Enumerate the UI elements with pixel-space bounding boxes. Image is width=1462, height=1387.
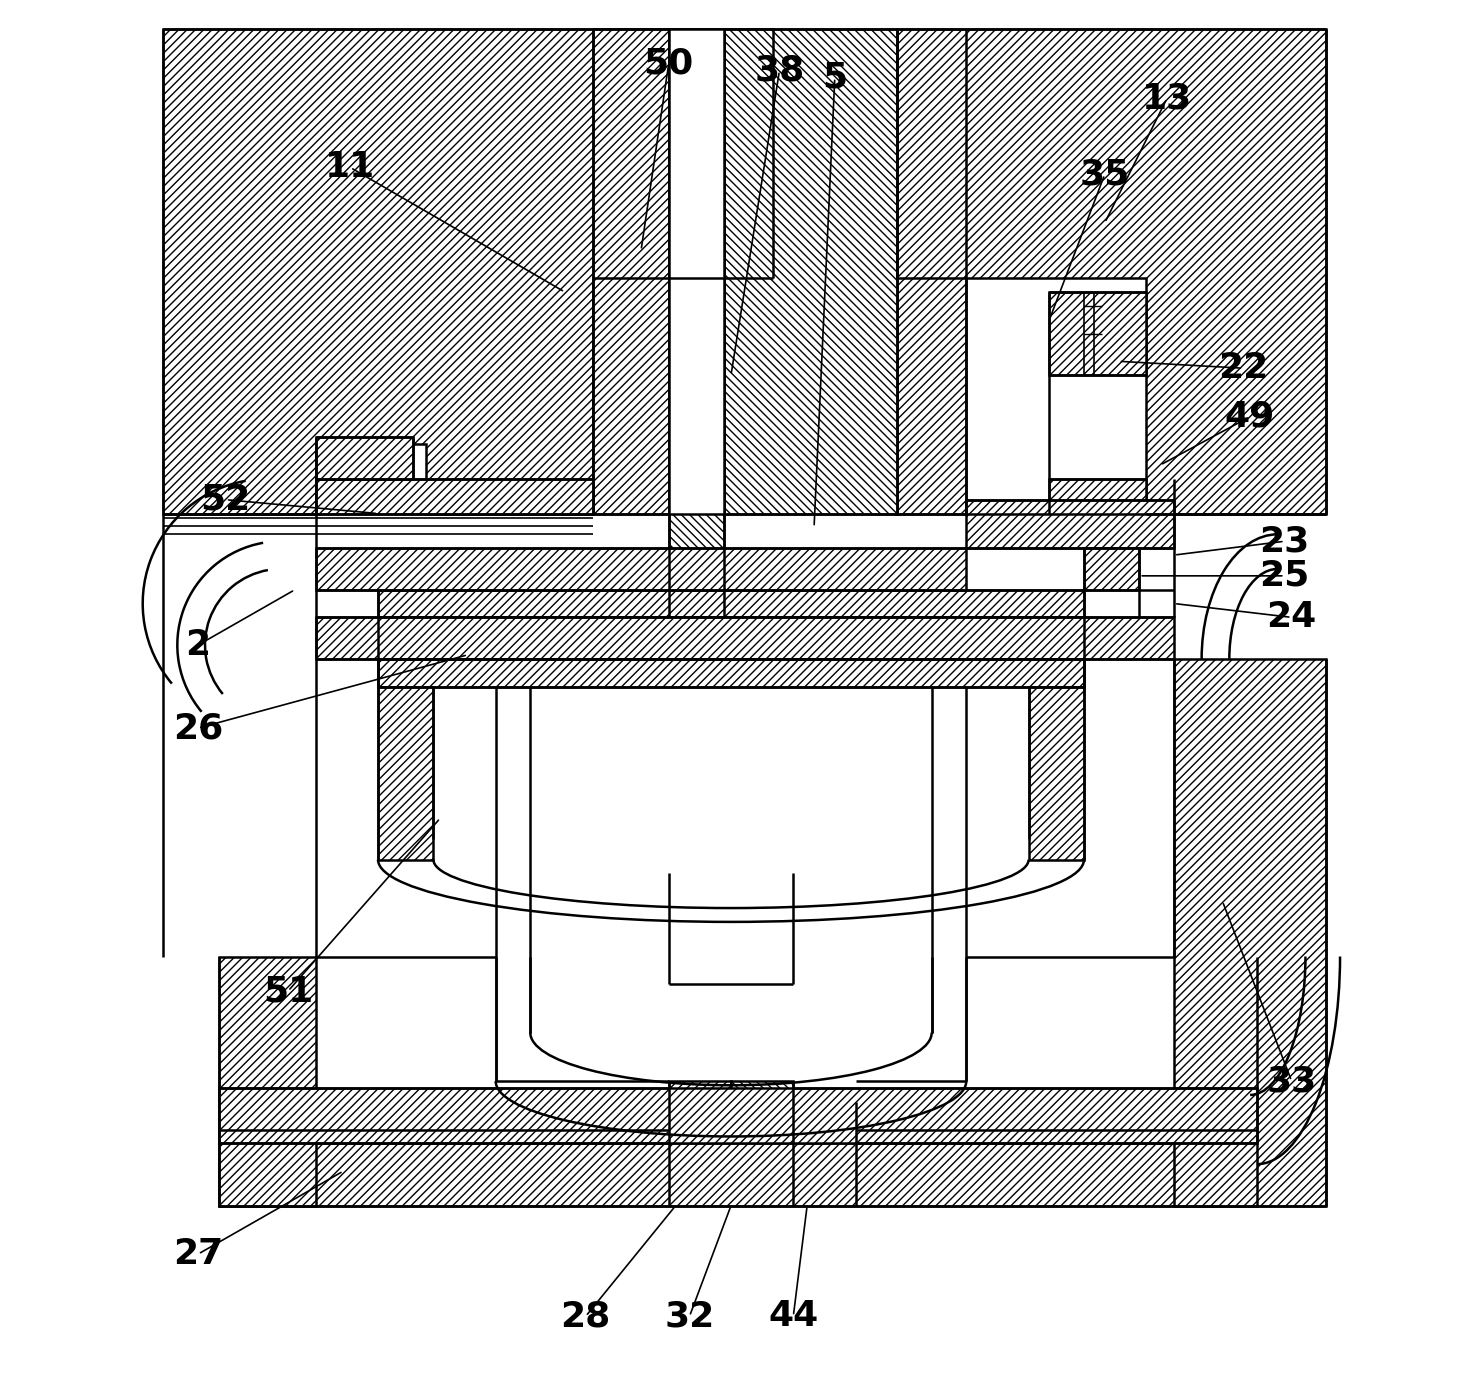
Polygon shape — [1174, 659, 1326, 1205]
Polygon shape — [316, 617, 1174, 659]
Polygon shape — [1083, 548, 1139, 589]
Polygon shape — [1029, 687, 1083, 860]
Polygon shape — [724, 29, 898, 513]
Polygon shape — [164, 29, 772, 513]
Polygon shape — [668, 1080, 731, 1129]
Polygon shape — [219, 1087, 1257, 1143]
Polygon shape — [316, 479, 592, 513]
Polygon shape — [316, 437, 412, 479]
Text: 25: 25 — [1260, 559, 1310, 592]
Text: 33: 33 — [1266, 1064, 1317, 1099]
Text: 44: 44 — [768, 1300, 819, 1333]
Polygon shape — [379, 687, 433, 860]
Polygon shape — [794, 1101, 855, 1171]
Text: 51: 51 — [263, 974, 313, 1008]
Text: 22: 22 — [1218, 351, 1269, 386]
Polygon shape — [316, 548, 966, 589]
Text: 2: 2 — [186, 628, 211, 662]
Polygon shape — [219, 957, 316, 1205]
Text: 23: 23 — [1260, 524, 1310, 558]
Text: 27: 27 — [173, 1237, 224, 1270]
Text: 11: 11 — [325, 151, 376, 184]
Text: 5: 5 — [822, 61, 848, 94]
Text: 49: 49 — [1225, 399, 1275, 434]
Text: 32: 32 — [664, 1300, 715, 1333]
Polygon shape — [219, 1143, 1257, 1205]
Polygon shape — [966, 499, 1174, 548]
Polygon shape — [379, 589, 1083, 617]
Text: 35: 35 — [1079, 157, 1130, 191]
Text: 26: 26 — [173, 712, 224, 745]
Polygon shape — [1050, 479, 1146, 513]
Text: 28: 28 — [560, 1300, 611, 1333]
Polygon shape — [1050, 293, 1146, 374]
Text: 38: 38 — [754, 54, 804, 87]
Text: 24: 24 — [1266, 601, 1317, 634]
Polygon shape — [592, 29, 668, 513]
Text: 52: 52 — [200, 483, 251, 517]
Polygon shape — [898, 29, 1326, 513]
Polygon shape — [668, 29, 724, 617]
Text: 13: 13 — [1142, 82, 1192, 115]
Polygon shape — [668, 29, 724, 513]
Polygon shape — [379, 659, 1083, 687]
Polygon shape — [731, 1080, 794, 1129]
Text: 50: 50 — [643, 47, 694, 80]
